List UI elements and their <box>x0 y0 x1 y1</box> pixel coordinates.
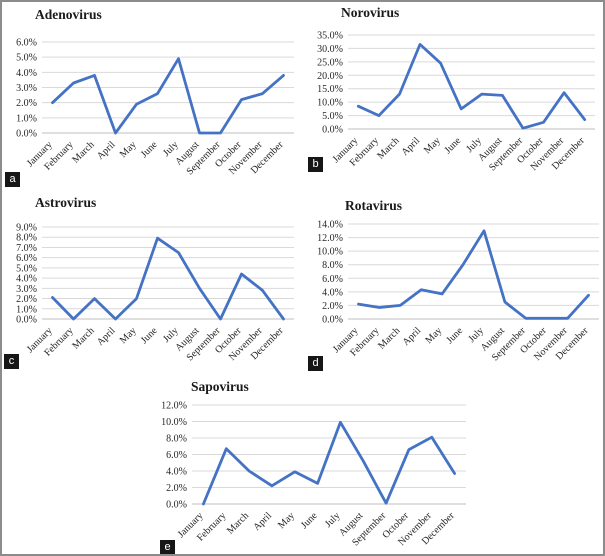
y-axis-tick-label: 25.0% <box>317 57 343 68</box>
y-axis-tick-label: 0.0% <box>16 129 37 140</box>
y-axis-tick-label: 35.0% <box>317 31 343 42</box>
x-axis-month-label: March <box>70 325 96 351</box>
y-axis-tick-label: 9.0% <box>16 223 37 234</box>
y-axis-tick-label: 8.0% <box>16 233 37 244</box>
x-axis-month-label: May <box>118 325 139 346</box>
y-axis-tick-label: 0.0% <box>16 315 37 326</box>
sapovirus-data-line <box>202 420 457 506</box>
panel-label-d: d <box>308 356 323 371</box>
panel-label-e: e <box>160 540 175 554</box>
x-axis-month-label: April <box>399 135 422 158</box>
chart-title-rotavirus: Rotavirus <box>345 198 402 213</box>
y-axis-tick-label: 12.0% <box>317 233 343 244</box>
y-axis-tick-label: 4.0% <box>16 68 37 79</box>
x-axis-month-label: May <box>276 510 297 531</box>
x-axis-month-label: March <box>375 135 401 161</box>
x-axis-month-label: April <box>251 510 274 533</box>
panel-label-a: a <box>5 172 20 187</box>
x-axis-month-label: May <box>422 135 443 156</box>
y-axis-tick-label: 3.0% <box>16 284 37 295</box>
y-axis-tick-label: 14.0% <box>317 220 343 231</box>
adenovirus-data-line <box>51 57 285 135</box>
x-axis-month-label: June <box>139 139 160 160</box>
y-axis-tick-label: 6.0% <box>322 274 343 285</box>
y-axis-tick-label: 10.0% <box>317 247 343 258</box>
y-axis-tick-label: 5.0% <box>16 263 37 274</box>
x-axis-month-label: June <box>139 325 160 346</box>
y-axis-tick-label: 4.0% <box>322 287 343 298</box>
y-axis-tick-label: 20.0% <box>317 71 343 82</box>
astrovirus-data-line <box>51 236 285 321</box>
y-axis-tick-label: 2.0% <box>16 294 37 305</box>
chart-title-norovirus: Norovirus <box>341 5 400 20</box>
sapovirus-line-chart: 0.0%2.0%4.0%6.0%8.0%10.0%12.0%JanuaryFeb… <box>161 401 466 548</box>
chart-title-sapovirus: Sapovirus <box>191 379 249 394</box>
x-axis-month-label: April <box>95 325 118 348</box>
y-axis-tick-label: 10.0% <box>317 98 343 109</box>
x-axis-month-label: April <box>95 139 118 162</box>
y-axis-tick-label: 5.0% <box>322 111 343 122</box>
y-axis-tick-label: 3.0% <box>16 83 37 94</box>
y-axis-tick-label: 1.0% <box>16 113 37 124</box>
y-axis-tick-label: 0.0% <box>322 125 343 136</box>
x-axis-month-label: May <box>118 139 139 160</box>
panel-label-c: c <box>4 354 19 369</box>
y-axis-tick-label: 6.0% <box>16 253 37 264</box>
rotavirus-line-chart: 0.0%2.0%4.0%6.0%8.0%10.0%12.0%14.0%Janua… <box>317 220 599 363</box>
y-axis-tick-label: 15.0% <box>317 84 343 95</box>
y-axis-tick-label: 2.0% <box>166 483 187 494</box>
y-axis-tick-label: 6.0% <box>16 38 37 49</box>
y-axis-tick-label: 6.0% <box>166 450 187 461</box>
x-axis-month-label: June <box>443 135 464 156</box>
norovirus-data-line <box>356 42 587 130</box>
y-axis-tick-label: 0.0% <box>166 500 187 511</box>
y-axis-tick-label: 5.0% <box>16 53 37 64</box>
y-axis-tick-label: 8.0% <box>166 434 187 445</box>
x-axis-month-label: June <box>299 510 320 531</box>
y-axis-tick-label: 2.0% <box>16 98 37 109</box>
adenovirus-line-chart: 0.0%1.0%2.0%3.0%4.0%5.0%6.0%JanuaryFebru… <box>16 38 294 177</box>
panel-label-b: b <box>308 157 323 172</box>
x-axis-month-label: March <box>376 325 402 351</box>
y-axis-tick-label: 30.0% <box>317 44 343 55</box>
chart-title-adenovirus: Adenovirus <box>35 7 102 22</box>
y-axis-tick-label: 12.0% <box>161 401 187 412</box>
x-axis-month-label: June <box>444 325 465 346</box>
x-axis-month-label: May <box>423 325 444 346</box>
rotavirus-data-line <box>357 229 590 320</box>
chart-title-astrovirus: Astrovirus <box>35 195 97 210</box>
x-axis-month-label: March <box>225 510 251 536</box>
norovirus-line-chart: 0.0%5.0%10.0%15.0%20.0%25.0%30.0%35.0%Ja… <box>317 31 595 173</box>
y-axis-tick-label: 7.0% <box>16 243 37 254</box>
x-axis-month-label: April <box>401 325 424 348</box>
y-axis-tick-label: 10.0% <box>161 417 187 428</box>
y-axis-tick-label: 2.0% <box>322 301 343 312</box>
y-axis-tick-label: 1.0% <box>16 304 37 315</box>
astrovirus-line-chart: 0.0%1.0%2.0%3.0%4.0%5.0%6.0%7.0%8.0%9.0%… <box>16 223 294 363</box>
y-axis-tick-label: 4.0% <box>166 467 187 478</box>
x-axis-month-label: March <box>70 139 96 165</box>
y-axis-tick-label: 8.0% <box>322 260 343 271</box>
y-axis-tick-label: 0.0% <box>322 315 343 326</box>
y-axis-tick-label: 4.0% <box>16 274 37 285</box>
